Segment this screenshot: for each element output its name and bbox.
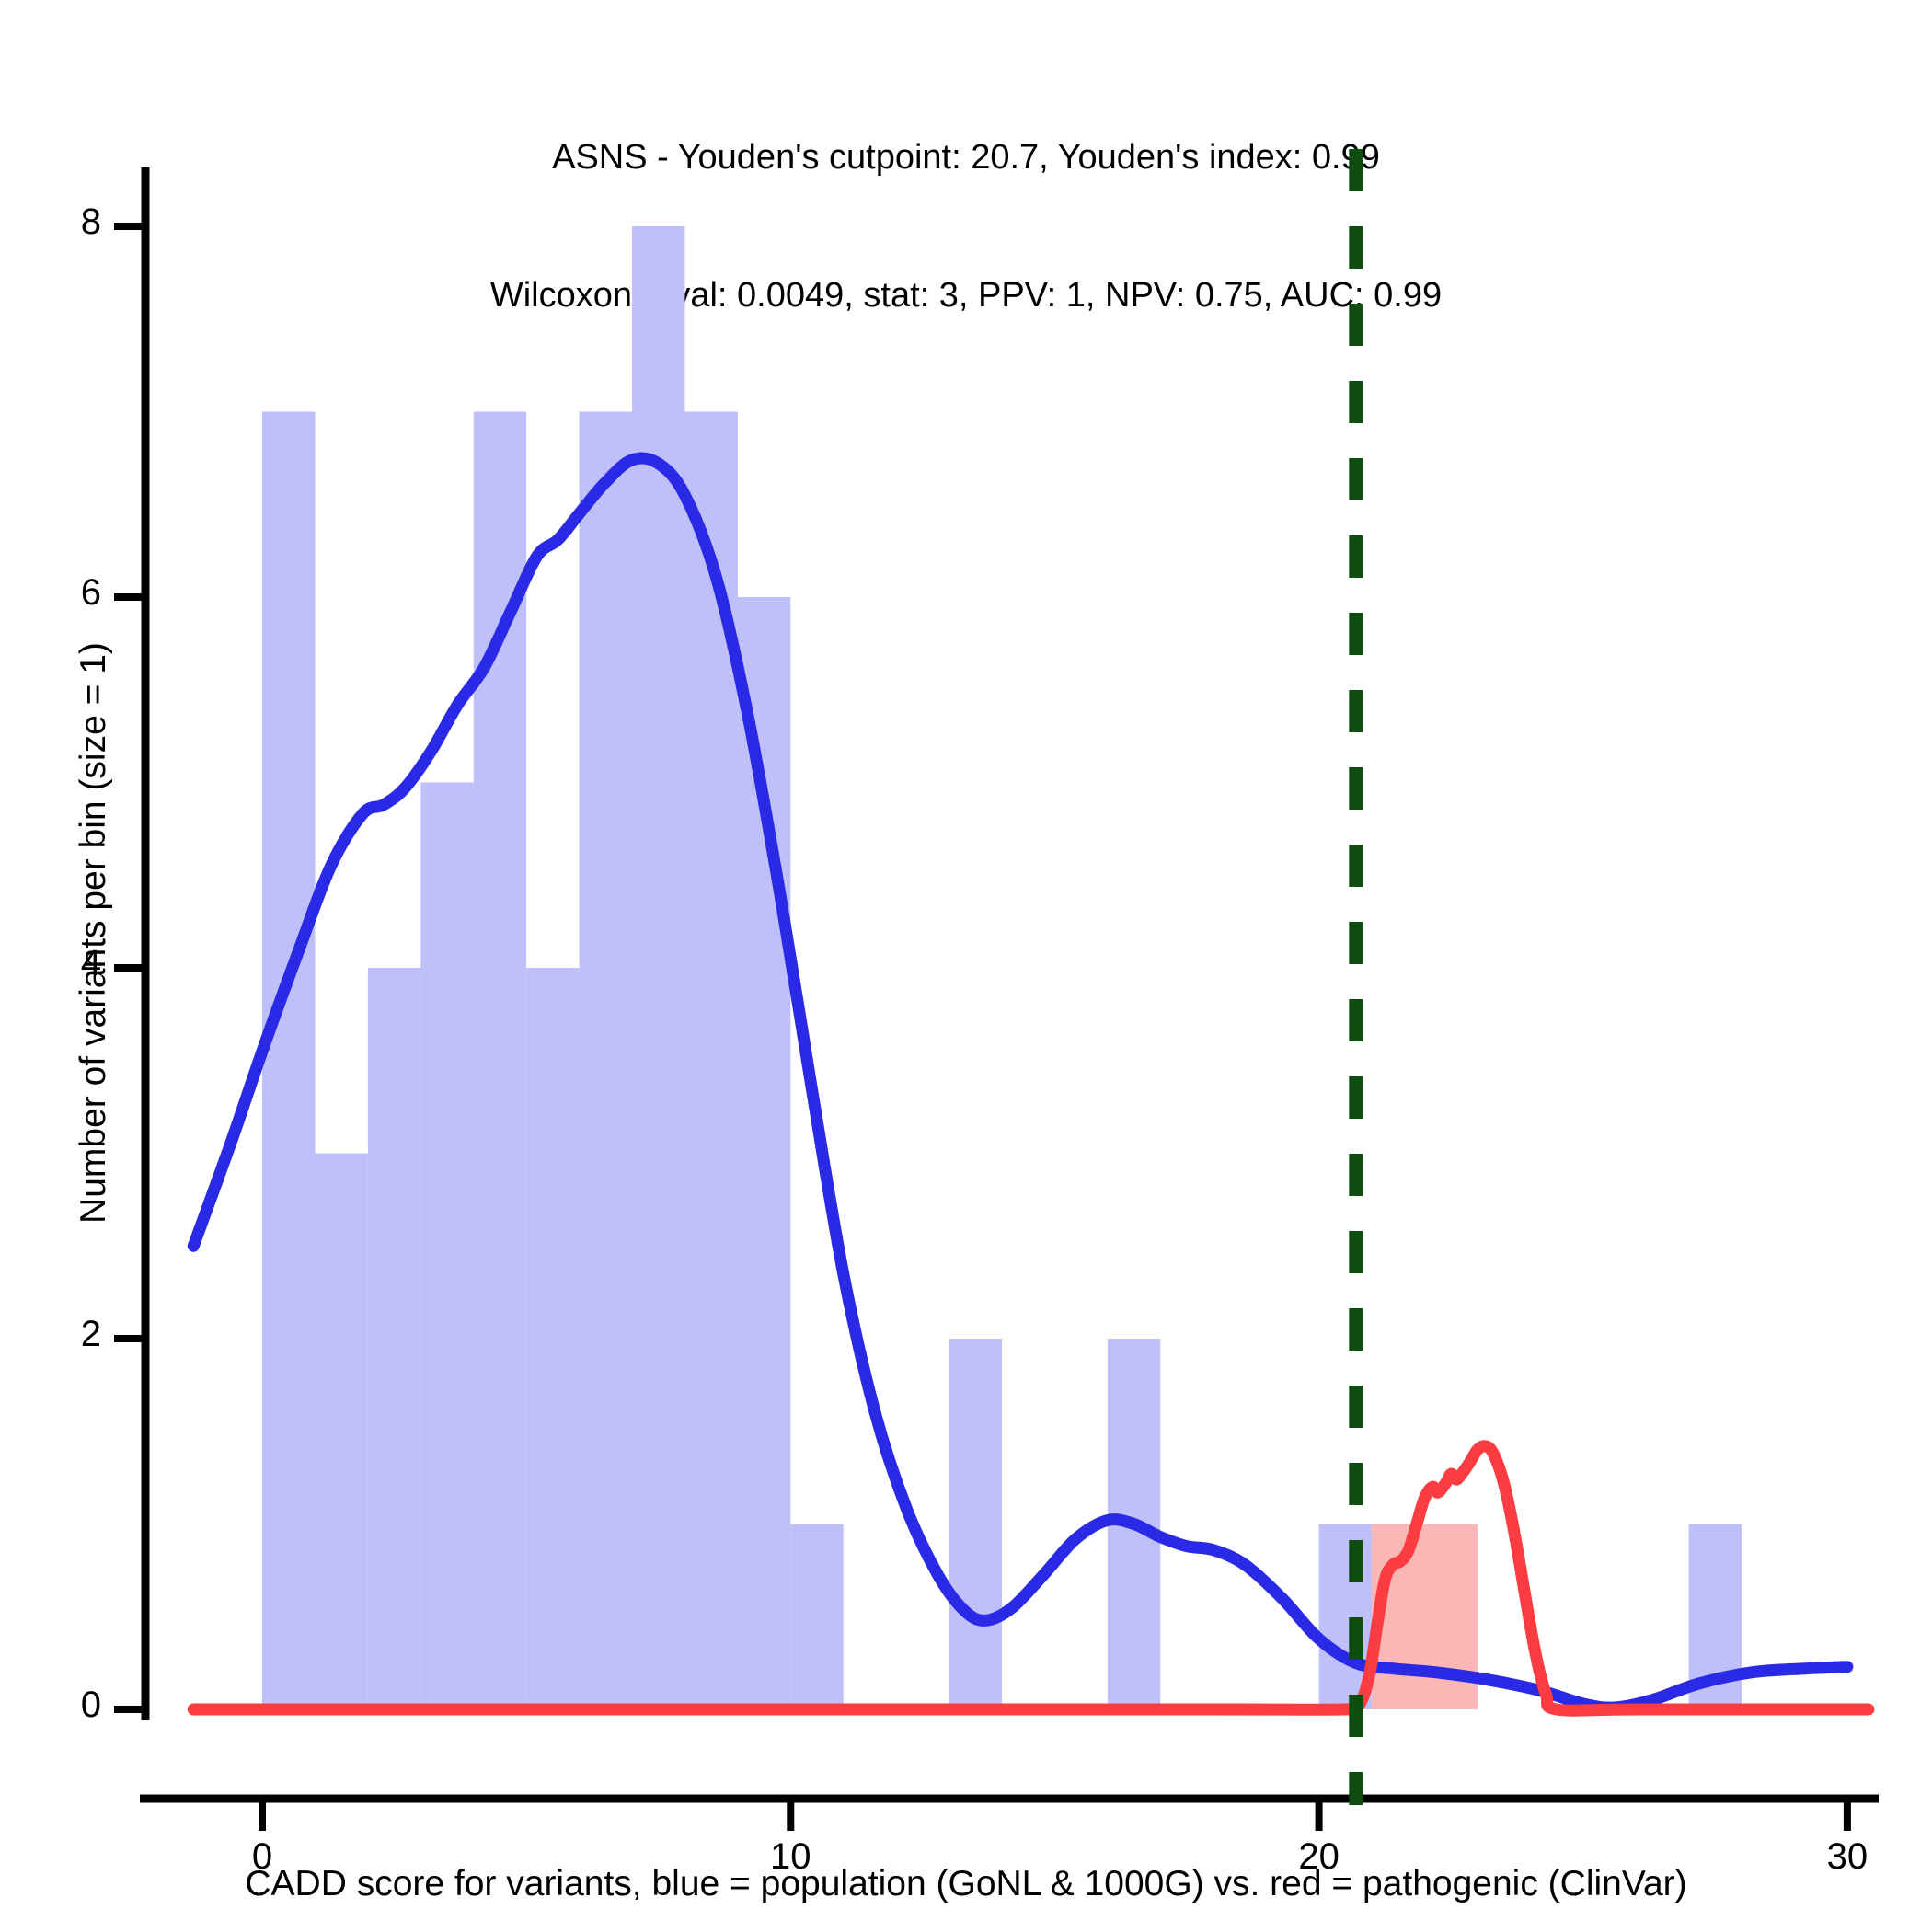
x-tick-label: 20 [1298, 1836, 1340, 1877]
chart-title-line2: Wilcoxon p-val: 0.0049, stat: 3, PPV: 1,… [489, 276, 1443, 315]
population-bar [367, 968, 421, 1709]
x-tick-label: 30 [1826, 1836, 1869, 1877]
axis-lines [114, 167, 1879, 1831]
x-axis-label: CADD score for variants, blue = populati… [245, 1864, 1687, 1903]
y-tick-label: 2 [80, 1314, 101, 1354]
chart-title: ASNS - Youden's cutpoint: 20.7, Youden's… [0, 42, 1932, 410]
population-bar [632, 226, 685, 1709]
population-bar [315, 1153, 368, 1709]
population-bar [262, 411, 316, 1709]
population-bar [526, 968, 580, 1709]
population-bar [420, 782, 474, 1709]
population-bar [579, 411, 633, 1709]
population-histogram-bars [262, 226, 1742, 1709]
population-bar [790, 1524, 844, 1709]
y-tick-label: 6 [80, 572, 101, 613]
pathogenic-density-curve [187, 1440, 1875, 1717]
population-density-curve [187, 452, 1854, 1714]
y-tick-label: 8 [80, 201, 101, 242]
x-tick-label: 10 [770, 1836, 811, 1877]
population-bar [949, 1339, 1003, 1709]
y-tick-label: 4 [80, 943, 101, 983]
population-bar [737, 597, 791, 1709]
x-tick-label: 0 [251, 1836, 273, 1877]
y-tick-label: 0 [80, 1685, 101, 1725]
chart-title-line1: ASNS - Youden's cutpoint: 20.7, Youden's… [552, 138, 1380, 177]
